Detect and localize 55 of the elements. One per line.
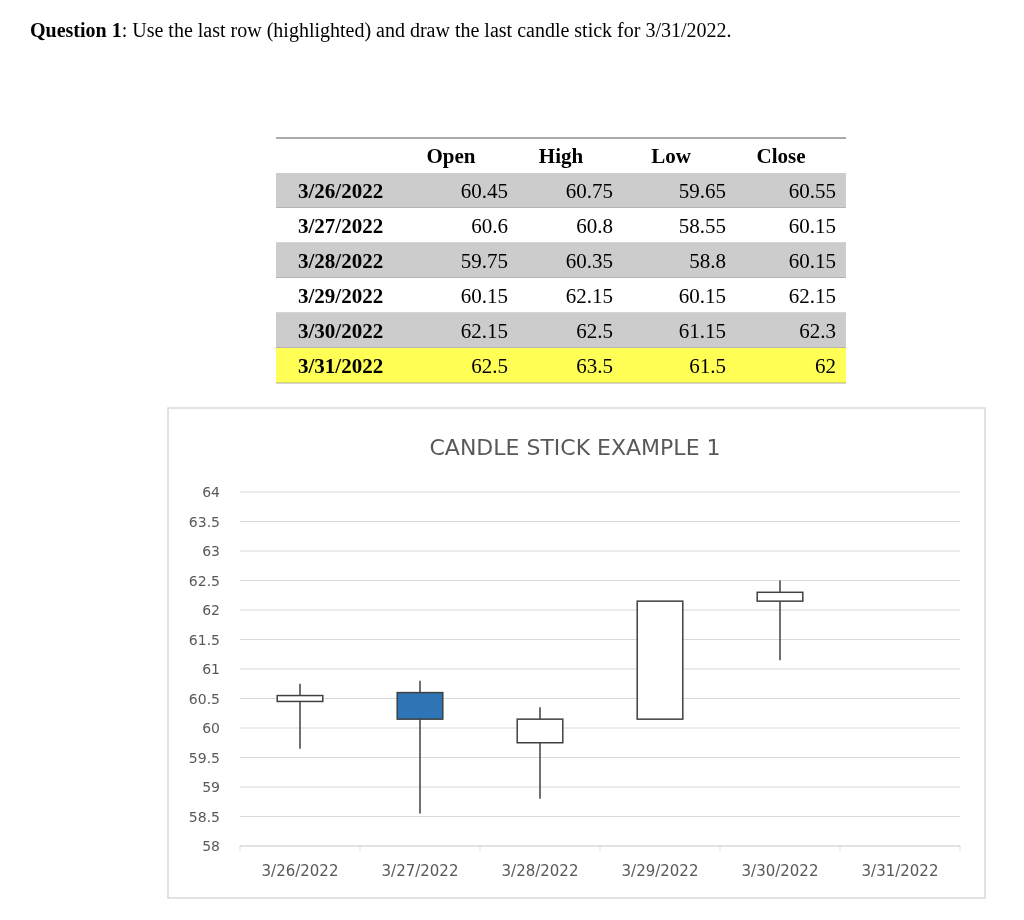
text: 60.35: [565, 249, 613, 273]
text: 59.65: [678, 179, 726, 203]
y-tick-label: 62.5: [188, 572, 220, 589]
y-tick-label: 63: [202, 543, 220, 559]
category-label: 3/26/2022: [298, 179, 384, 203]
text: 60.15: [788, 214, 836, 238]
category-label: 3/28/2022: [298, 249, 384, 273]
text: 61.5: [689, 354, 726, 378]
text: 59.75: [460, 249, 508, 273]
text: 60.6: [471, 214, 508, 238]
text: 60.15: [460, 284, 508, 308]
text: Open: [426, 144, 476, 168]
text: 62.3: [799, 319, 836, 343]
text: 61.15: [678, 319, 726, 343]
x-tick-label: 3/29/2022: [621, 862, 699, 880]
text: 62.5: [471, 354, 508, 378]
text: Question 1: Use the last row (highlighted) and draw the last candle stick for 3/31/2022.: [30, 19, 732, 42]
y-tick-label: 60: [202, 720, 220, 736]
text: 60.15: [788, 249, 836, 273]
chart-title: CANDLE STICK EXAMPLE 1: [429, 435, 721, 460]
x-tick-label: 3/27/2022: [381, 862, 459, 880]
text: 60.45: [460, 179, 508, 203]
x-tick-label: 3/30/2022: [741, 862, 819, 880]
text: 58.55: [678, 214, 726, 238]
y-tick-label: 62: [202, 602, 220, 618]
x-tick-label: 3/26/2022: [261, 862, 339, 880]
x-tick-label: 3/28/2022: [501, 862, 579, 880]
y-tick-label: 63.5: [188, 513, 220, 530]
text: High: [538, 144, 584, 168]
text: 62.15: [460, 319, 508, 343]
x-tick-label: 3/31/2022: [861, 862, 939, 880]
text: Low: [651, 144, 692, 168]
y-tick-label: 60.5: [188, 690, 220, 707]
y-tick-label: 59: [202, 779, 220, 795]
text: 60.8: [576, 214, 613, 238]
text: 62: [815, 354, 836, 378]
y-tick-label: 58.5: [188, 808, 220, 825]
category-label: 3/31/2022: [298, 354, 384, 378]
category-label: 3/27/2022: [298, 214, 384, 238]
text: 60.55: [788, 179, 836, 203]
text: 62.15: [565, 284, 613, 308]
y-tick-label: 61.5: [188, 631, 220, 648]
text: 62.5: [576, 319, 613, 343]
text: 62.15: [788, 284, 836, 308]
text: 60.75: [565, 179, 613, 203]
text: Close: [756, 144, 806, 168]
category-label: 3/29/2022: [298, 284, 384, 308]
y-tick-label: 64: [202, 484, 221, 500]
y-tick-label: 59.5: [188, 749, 220, 766]
y-tick-label: 58: [202, 838, 220, 854]
text: 60.15: [678, 284, 726, 308]
text: 58.8: [689, 249, 726, 273]
text: 63.5: [576, 354, 613, 378]
category-label: 3/30/2022: [298, 319, 384, 343]
y-tick-label: 61: [202, 661, 220, 677]
